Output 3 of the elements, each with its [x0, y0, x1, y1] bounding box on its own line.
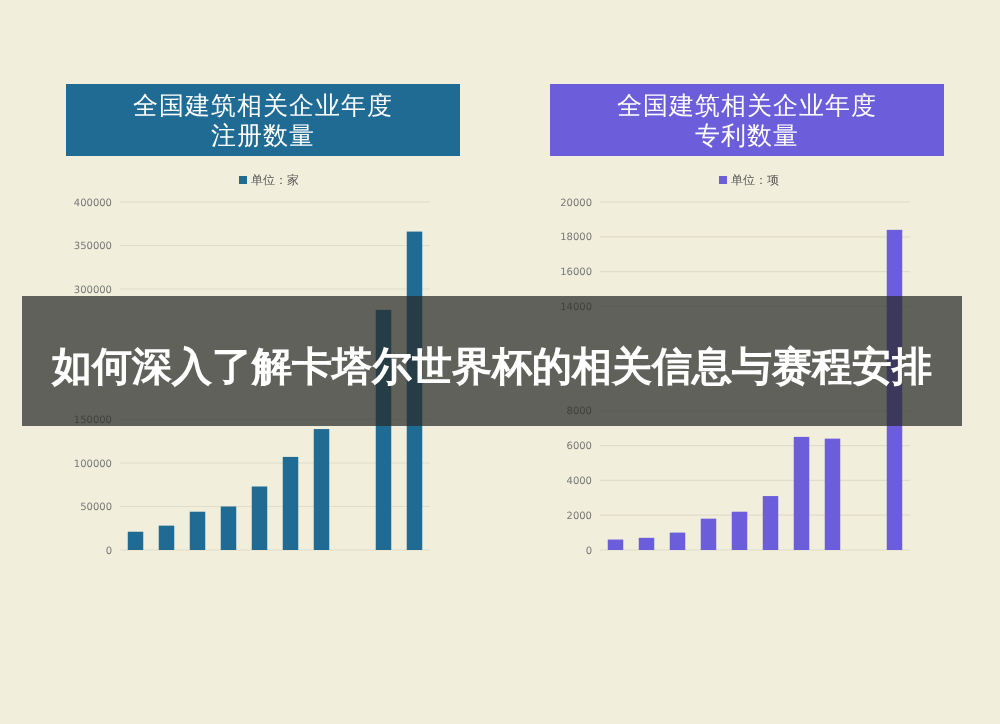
- annotation: 如何深入了解卡塔尔世界杯的相关信息与赛程安排: [50, 342, 932, 390]
- chart-title: 全国建筑相关企业年度注册数量: [133, 90, 393, 150]
- chart-title: 全国建筑相关企业年度专利数量: [617, 90, 877, 150]
